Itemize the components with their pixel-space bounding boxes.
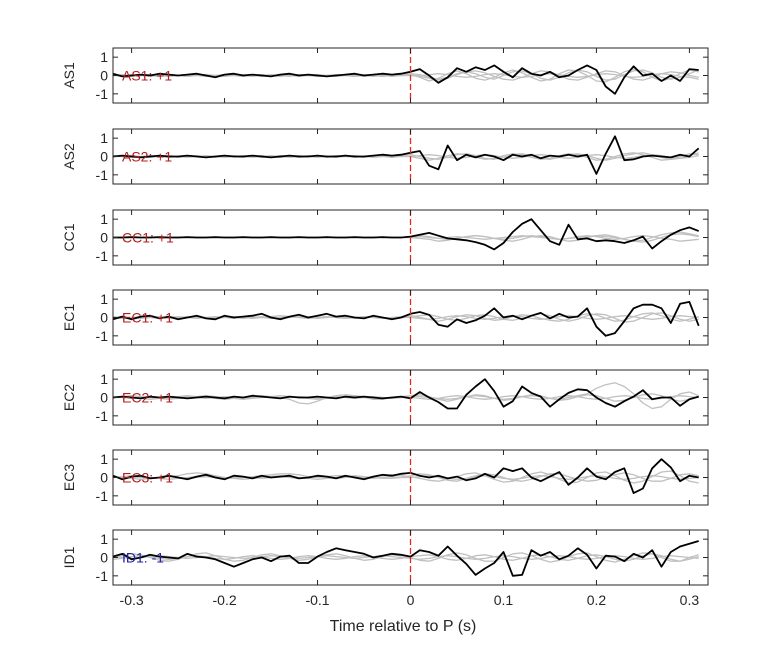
panel-as1: -1 0 1 AS1 AS1: +1 [61, 47, 709, 104]
traces [113, 458, 699, 495]
station-label: EC3 [61, 464, 77, 491]
traces [113, 218, 700, 251]
panel-ec1: -1 0 1 EC1 EC1: +1 [61, 289, 709, 346]
panel-as2: -1 0 1 AS2 AS2: +1 [61, 128, 709, 185]
station-label: AS1 [61, 62, 77, 89]
y-tick-label: 0 [100, 390, 108, 406]
traces [113, 135, 700, 175]
y-tick-label: -1 [96, 488, 109, 504]
x-tick-label: -0.3 [120, 592, 144, 608]
station-label: AS2 [61, 143, 77, 170]
main-trace [113, 300, 700, 337]
ghost-trace-3 [113, 315, 699, 320]
station-label: EC2 [61, 384, 77, 411]
y-tick-label: -1 [96, 568, 109, 584]
polarity-annotation: ID1: -1 [122, 550, 164, 566]
panel-id1: -1 0 1 ID1 ID1: -1 [61, 529, 709, 586]
panel-ec2: -1 0 1 EC2 EC2: +1 [61, 369, 709, 426]
ghost-trace-3 [113, 555, 699, 560]
y-tick-label: -1 [96, 408, 109, 424]
polarity-annotation: AS1: +1 [122, 68, 172, 84]
panel-cc1: -1 0 1 CC1 CC1: +1 [61, 209, 709, 266]
y-tick-label: 0 [100, 68, 108, 84]
y-tick-label: 1 [100, 49, 108, 65]
x-axis-label: Time relative to P (s) [330, 618, 477, 635]
polarity-annotation: AS2: +1 [122, 149, 172, 165]
traces [113, 540, 699, 577]
traces [113, 300, 700, 337]
y-tick-label: 0 [100, 149, 108, 165]
polarity-annotation: EC2: +1 [122, 390, 173, 406]
y-tick-label: 0 [100, 550, 108, 566]
polarity-annotation: EC1: +1 [122, 310, 173, 326]
y-tick-label: 1 [100, 531, 108, 547]
station-label: EC1 [61, 304, 77, 331]
y-tick-label: -1 [96, 248, 109, 264]
x-tick-label: -0.1 [305, 592, 329, 608]
ghost-trace-4 [113, 70, 699, 81]
y-tick-label: 1 [100, 291, 108, 307]
x-tick-label: -0.2 [213, 592, 237, 608]
x-tick-label: 0.2 [587, 592, 607, 608]
ghost-trace-2 [113, 470, 699, 484]
traces [113, 378, 699, 410]
y-tick-label: 0 [100, 470, 108, 486]
y-tick-label: -1 [96, 86, 109, 102]
panels-group: -1 0 1 AS1 AS1: +1 -1 0 1 AS2 AS2: +1 -1 0 1 CC1 CC1: … [61, 47, 709, 586]
y-tick-label: 1 [100, 451, 108, 467]
y-tick-label: 1 [100, 130, 108, 146]
y-tick-label: 0 [100, 310, 108, 326]
polarity-annotation: EC3: +1 [122, 470, 173, 486]
main-trace [113, 135, 700, 175]
y-tick-label: -1 [96, 328, 109, 344]
main-trace [113, 64, 699, 95]
y-tick-label: 0 [100, 230, 108, 246]
x-tick-label: 0.3 [680, 592, 700, 608]
polarity-annotation: CC1: +1 [122, 230, 174, 246]
station-label: CC1 [61, 223, 77, 251]
station-label: ID1 [61, 546, 77, 568]
x-tick-label: 0.1 [494, 592, 514, 608]
main-trace [113, 218, 700, 251]
x-axis: -0.3 -0.2 -0.1 0 0.1 0.2 0.3 [120, 592, 700, 608]
y-tick-label: 1 [100, 371, 108, 387]
main-trace [113, 458, 699, 495]
traces [113, 64, 699, 95]
panel-ec3: -1 0 1 EC3 EC3: +1 [61, 449, 709, 506]
y-tick-label: -1 [96, 167, 109, 183]
main-trace [113, 540, 699, 577]
main-trace [113, 378, 699, 410]
x-tick-label: 0 [407, 592, 415, 608]
y-tick-label: 1 [100, 211, 108, 227]
